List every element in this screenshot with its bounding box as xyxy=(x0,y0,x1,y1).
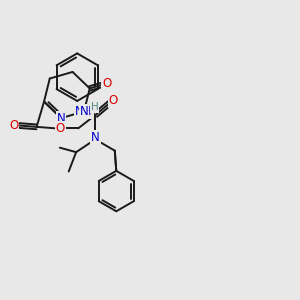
Text: O: O xyxy=(102,77,112,90)
Text: NH: NH xyxy=(75,105,93,118)
Text: O: O xyxy=(109,94,118,106)
Text: O: O xyxy=(9,119,18,132)
Text: O: O xyxy=(56,122,65,135)
Text: H: H xyxy=(91,102,98,112)
Text: N: N xyxy=(80,105,88,118)
Text: N: N xyxy=(57,112,65,124)
Text: N: N xyxy=(91,131,100,144)
